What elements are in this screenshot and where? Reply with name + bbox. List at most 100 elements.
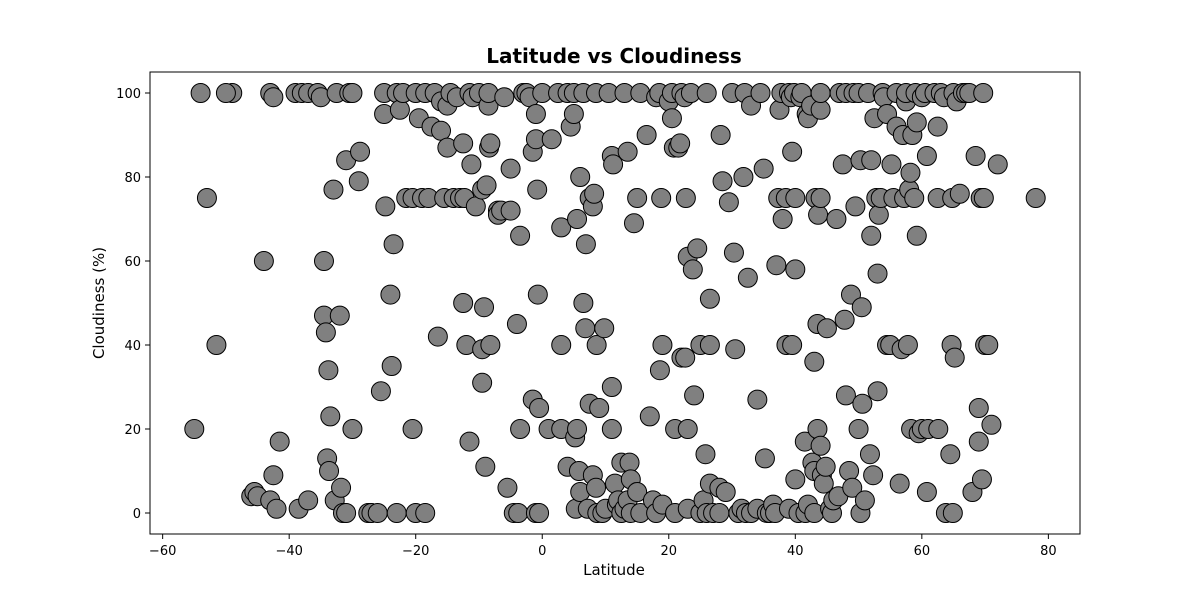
y-tick-label: 80: [124, 171, 141, 186]
data-point: [459, 431, 480, 452]
data-point: [804, 351, 825, 372]
x-tick-label: 40: [787, 544, 804, 559]
data-point: [427, 326, 448, 347]
data-point: [465, 196, 486, 217]
data-point: [834, 309, 855, 330]
data-point: [623, 213, 644, 234]
data-point: [651, 188, 672, 208]
data-point: [816, 318, 837, 339]
data-point: [733, 167, 754, 187]
data-point: [510, 419, 531, 439]
data-point: [807, 419, 828, 439]
data-point: [480, 335, 501, 355]
data-point: [889, 473, 910, 494]
data-point: [1025, 188, 1046, 208]
data-point: [263, 87, 284, 108]
data-point: [617, 141, 638, 162]
data-point: [859, 444, 880, 465]
data-point: [810, 99, 831, 120]
data-point: [839, 461, 860, 481]
data-point: [570, 167, 591, 187]
data-point: [782, 335, 803, 355]
x-tick-label: 80: [1040, 544, 1057, 559]
data-point: [715, 482, 736, 502]
y-tick-label: 60: [124, 255, 141, 270]
data-point: [649, 360, 670, 381]
data-point: [601, 377, 622, 397]
data-point: [928, 419, 949, 439]
data-point: [737, 267, 758, 288]
data-point: [670, 133, 691, 154]
data-point: [854, 490, 875, 511]
data-point: [184, 419, 205, 439]
data-point: [906, 112, 927, 133]
data-point: [508, 503, 529, 523]
data-point: [627, 188, 648, 208]
data-point: [586, 477, 607, 498]
data-point: [942, 503, 963, 523]
data-point: [263, 465, 284, 486]
data-point: [973, 188, 994, 208]
data-point: [506, 314, 527, 334]
data-point: [525, 104, 546, 124]
data-point: [810, 188, 831, 208]
data-point: [313, 251, 334, 271]
y-tick-label: 20: [124, 423, 141, 438]
data-point: [575, 234, 596, 255]
data-point: [852, 393, 873, 414]
data-point: [619, 452, 640, 473]
data-point: [342, 419, 363, 439]
data-point: [968, 398, 989, 418]
x-axis: −60 −40 −20 0 20 40 60 80: [149, 534, 1057, 559]
data-point: [586, 335, 607, 355]
y-tick-label: 100: [116, 87, 141, 102]
data-point: [298, 490, 319, 511]
data-point: [402, 419, 423, 439]
y-tick-label: 40: [124, 339, 141, 354]
data-point: [383, 234, 404, 255]
data-point: [415, 503, 436, 523]
data-point: [269, 431, 290, 452]
data-point: [978, 335, 999, 355]
data-point: [601, 419, 622, 439]
data-point: [845, 196, 866, 217]
data-point: [687, 238, 708, 259]
data-point: [973, 83, 994, 103]
data-point: [699, 335, 720, 355]
data-point: [699, 288, 720, 309]
data-point: [835, 385, 856, 406]
y-tick-label: 0: [133, 507, 141, 522]
data-point: [652, 335, 673, 355]
data-point: [753, 158, 774, 179]
data-point: [848, 419, 869, 439]
chart-title: Latitude vs Cloudiness: [486, 44, 742, 68]
data-point: [718, 192, 739, 213]
data-point: [453, 293, 474, 313]
data-point: [677, 419, 698, 439]
data-point: [529, 398, 550, 418]
data-point: [342, 83, 363, 103]
data-point: [573, 293, 594, 313]
data-point: [589, 398, 610, 418]
data-point: [190, 83, 211, 103]
data-point: [636, 125, 657, 145]
data-point: [320, 406, 341, 427]
data-point: [927, 116, 948, 137]
data-point: [661, 108, 682, 129]
data-point: [331, 477, 352, 498]
data-point: [510, 225, 531, 246]
x-axis-label: Latitude: [583, 561, 645, 579]
data-point: [900, 162, 921, 183]
data-point: [906, 225, 927, 246]
data-point: [810, 435, 831, 456]
data-point: [695, 444, 716, 465]
data-point: [266, 498, 287, 519]
data-point: [453, 133, 474, 154]
data-point: [381, 356, 402, 376]
data-point: [868, 204, 889, 225]
data-point: [949, 183, 970, 204]
data-point: [350, 141, 371, 162]
data-point: [810, 83, 831, 103]
data-point: [785, 469, 806, 490]
